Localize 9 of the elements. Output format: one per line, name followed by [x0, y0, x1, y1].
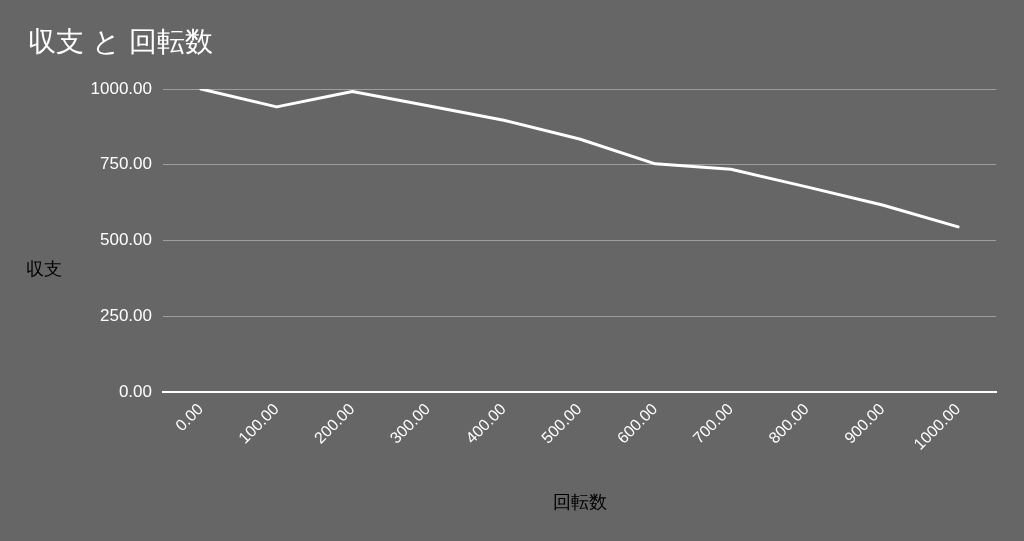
y-axis-title: 収支 — [26, 258, 62, 279]
y-tick-label: 250.00 — [100, 305, 152, 325]
x-axis-title: 回転数 — [552, 491, 607, 512]
y-tick-label: 500.00 — [100, 230, 152, 250]
y-tick-label: 0.00 — [118, 381, 152, 401]
chart-title: 収支 と 回転数 — [28, 25, 213, 57]
y-tick-label: 1000.00 — [90, 78, 152, 98]
y-tick-label: 750.00 — [100, 154, 152, 174]
x-tick-label: 0.00 — [172, 399, 207, 435]
